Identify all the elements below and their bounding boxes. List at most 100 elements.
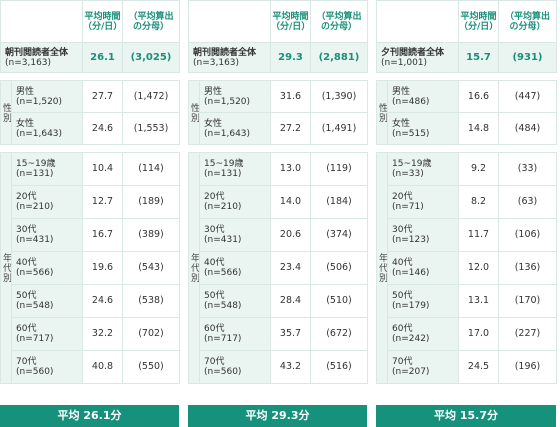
age-label: 40代 (n=146) xyxy=(387,251,459,285)
header-avg-time: 平均時間 （分/日） xyxy=(458,0,499,43)
age-label-n: (n=431) xyxy=(16,235,54,245)
total-label: 朝刊閲読者全体 (n=3,163) xyxy=(188,42,271,73)
age-label-text: 30代 xyxy=(204,225,225,235)
total-avg: 29.3 xyxy=(270,42,311,73)
header-avg-time: 平均時間 （分/日） xyxy=(82,0,123,43)
header-denominator-line: の分母） xyxy=(509,21,546,32)
age-label-n: (n=717) xyxy=(204,334,242,344)
gender-row: 性別 男性 (n=1,520) 27.7 (1,472) xyxy=(0,80,180,145)
age-avg: 13.0 xyxy=(270,152,311,186)
header-blank xyxy=(376,0,459,43)
age-label-n: (n=123) xyxy=(392,235,430,245)
age-den: (114) xyxy=(122,152,180,186)
age-den: (189) xyxy=(122,185,180,219)
gender-label-n: (n=1,643) xyxy=(204,128,251,139)
gap-row xyxy=(0,144,180,153)
data-table: 平均時間 （分/日） （平均算出 の分母） 朝刊閲読者全体 (n=3,163) 26.1 (3… xyxy=(0,0,180,384)
age-label-n: (n=207) xyxy=(392,367,430,377)
gender-den: (447) xyxy=(498,80,557,113)
age-den: (119) xyxy=(310,152,368,186)
age-label: 50代 (n=548) xyxy=(11,284,83,318)
age-avg: 23.4 xyxy=(270,251,311,285)
gender-label-n: (n=1,520) xyxy=(16,96,63,107)
header-denominator-line: の分母） xyxy=(320,21,357,32)
age-avg: 24.6 xyxy=(82,284,123,318)
gender-den: (1,491) xyxy=(310,112,368,145)
gender-label-text: 男性 xyxy=(204,86,223,97)
age-den: (510) xyxy=(310,284,368,318)
age-segment-label: 年代別 xyxy=(376,152,388,384)
gender-row: 女性 (n=1,643) 27.2 (1,491) xyxy=(189,112,368,145)
age-avg: 11.7 xyxy=(458,218,499,252)
gap-row xyxy=(188,144,368,153)
age-label-n: (n=717) xyxy=(16,334,54,344)
age-label-text: 15~19歳 xyxy=(392,159,432,169)
total-avg: 15.7 xyxy=(458,42,499,73)
age-den: (506) xyxy=(310,251,368,285)
age-label: 15~19歳 (n=33) xyxy=(387,152,459,186)
age-den: (196) xyxy=(498,350,557,384)
age-den: (106) xyxy=(498,218,557,252)
age-row: 70代 (n=560) 40.8 (550) xyxy=(1,350,180,384)
header-denominator: （平均算出 の分母） xyxy=(498,0,557,43)
header-blank xyxy=(188,0,271,43)
age-label-text: 60代 xyxy=(204,324,225,334)
age-label-text: 40代 xyxy=(392,258,413,268)
age-avg: 32.2 xyxy=(82,317,123,351)
age-den: (672) xyxy=(310,317,368,351)
age-label-text: 60代 xyxy=(16,324,37,334)
gap-row xyxy=(376,72,557,81)
age-label-text: 70代 xyxy=(204,357,225,367)
age-segment-label: 年代別 xyxy=(0,152,12,384)
gender-label-text: 男性 xyxy=(392,86,411,97)
gender-den: (484) xyxy=(498,112,557,145)
gender-label: 男性 (n=1,520) xyxy=(199,80,271,113)
age-label: 60代 (n=242) xyxy=(387,317,459,351)
age-row: 70代 (n=207) 24.5 (196) xyxy=(377,350,557,384)
age-avg: 19.6 xyxy=(82,251,123,285)
age-label: 15~19歳 (n=131) xyxy=(199,152,271,186)
age-label-text: 30代 xyxy=(16,225,37,235)
age-den: (63) xyxy=(498,185,557,219)
gender-avg: 24.6 xyxy=(82,112,123,145)
total-label-n: (n=3,163) xyxy=(5,57,52,68)
total-label-text: 朝刊閲読者全体 xyxy=(193,47,257,58)
age-row: 年代別 15~19歳 (n=131) 13.0 (119) xyxy=(188,152,368,384)
gender-segment-label: 性別 xyxy=(188,80,200,145)
age-label: 70代 (n=207) xyxy=(387,350,459,384)
total-label: 朝刊閲読者全体 (n=3,163) xyxy=(0,42,83,73)
age-label-n: (n=210) xyxy=(16,202,54,212)
age-label-text: 20代 xyxy=(204,192,225,202)
age-label: 15~19歳 (n=131) xyxy=(11,152,83,186)
header-avg-time-line: 平均時間 xyxy=(272,11,309,22)
header-denominator: （平均算出 の分母） xyxy=(310,0,368,43)
age-label: 50代 (n=548) xyxy=(199,284,271,318)
header-denominator-line: の分母） xyxy=(132,21,169,32)
gender-row: 性別 男性 (n=1,520) 31.6 (1,390) xyxy=(188,80,368,145)
age-label-n: (n=431) xyxy=(204,235,242,245)
total-label: 夕刊閲読者全体 (n=1,001) xyxy=(376,42,459,73)
age-label-text: 15~19歳 xyxy=(204,159,244,169)
gender-den: (1,553) xyxy=(122,112,180,145)
age-avg: 10.4 xyxy=(82,152,123,186)
gender-avg: 14.8 xyxy=(458,112,499,145)
age-avg: 28.4 xyxy=(270,284,311,318)
age-label-n: (n=33) xyxy=(392,169,424,179)
age-avg: 35.7 xyxy=(270,317,311,351)
age-row: 20代 (n=210) 14.0 (184) xyxy=(189,185,368,219)
age-avg: 14.0 xyxy=(270,185,311,219)
age-label-n: (n=566) xyxy=(204,268,242,278)
age-den: (516) xyxy=(310,350,368,384)
age-den: (538) xyxy=(122,284,180,318)
age-avg: 13.1 xyxy=(458,284,499,318)
age-segment-label: 年代別 xyxy=(188,152,200,384)
total-label-text: 夕刊閲読者全体 xyxy=(381,47,445,58)
age-row: 60代 (n=242) 17.0 (227) xyxy=(377,317,557,351)
gender-label-n: (n=486) xyxy=(392,96,430,107)
gender-avg: 27.7 xyxy=(82,80,123,113)
age-row: 60代 (n=717) 32.2 (702) xyxy=(1,317,180,351)
total-avg: 26.1 xyxy=(82,42,123,73)
total-label-n: (n=1,001) xyxy=(381,57,428,68)
gender-label: 男性 (n=486) xyxy=(387,80,459,113)
age-avg: 16.7 xyxy=(82,218,123,252)
